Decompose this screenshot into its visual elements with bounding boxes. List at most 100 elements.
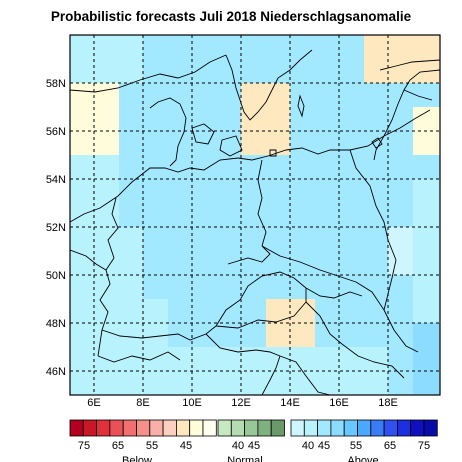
grid-cell [290, 155, 316, 180]
grid-cell [70, 35, 95, 60]
grid-cell [94, 299, 120, 324]
colorbar-swatch [202, 419, 217, 437]
grid-cell [241, 59, 267, 84]
grid-cell [266, 275, 291, 300]
grid-cell [315, 131, 340, 156]
grid-cell [241, 179, 267, 204]
grid-cell [266, 299, 291, 324]
grid-cell [413, 227, 440, 252]
grid-cell [315, 203, 340, 228]
grid-cell [413, 371, 440, 395]
border-segment [305, 287, 363, 299]
coastline-segment [279, 355, 331, 395]
grid-cell [388, 323, 414, 348]
grid-cell [94, 323, 120, 348]
grid-cell [143, 251, 169, 276]
grid-cell [143, 155, 169, 180]
grid-cell [339, 131, 365, 156]
grid-cell [143, 131, 169, 156]
grid-cell [168, 179, 193, 204]
coastline-segment [191, 123, 215, 145]
colorbar-swatch [109, 419, 124, 437]
grid-cell [119, 131, 144, 156]
grid-cell [364, 35, 389, 60]
colorbar-tick-below: 75 [78, 440, 90, 452]
border-segment [261, 245, 357, 283]
grid-cell [241, 35, 267, 60]
grid-cell [290, 347, 316, 372]
grid-cell [315, 275, 340, 300]
grid-cell [168, 203, 193, 228]
grid-cell [143, 35, 169, 60]
grid-cell [192, 371, 218, 395]
colorbar-swatch [217, 419, 232, 437]
grid-cell [119, 155, 144, 180]
grid-cell [70, 299, 95, 324]
colorbar-swatch [96, 419, 111, 437]
longitude-label: 14E [280, 397, 300, 409]
grid-cell [339, 107, 365, 132]
grid-cell [143, 59, 169, 84]
colorbar-swatch [230, 419, 246, 437]
grid-cell [168, 347, 193, 372]
grid-cell [217, 347, 242, 372]
grid-cell [168, 83, 193, 108]
grid-cell [143, 203, 169, 228]
border-segment [383, 259, 397, 311]
grid-cell [339, 251, 365, 276]
colorbar-swatch [423, 419, 438, 437]
grid-cell [290, 179, 316, 204]
grid-cell [315, 83, 340, 108]
grid-cell [388, 131, 414, 156]
border-segment [107, 197, 119, 259]
grid-cell [119, 299, 144, 324]
grid-cell [168, 107, 193, 132]
grid-cell [94, 35, 120, 60]
grid-cell [413, 107, 440, 132]
colorbar-tick-below: 65 [112, 440, 124, 452]
grid-cell [339, 83, 365, 108]
colorbar-swatch [244, 419, 259, 437]
longitude-label: 6E [87, 397, 100, 409]
grid-cell [217, 179, 242, 204]
longitude-label: 8E [136, 397, 149, 409]
colorbar-swatch [69, 419, 84, 437]
colorbar-swatch [410, 419, 425, 437]
grid-cell [119, 227, 144, 252]
coastline-segment [297, 94, 305, 118]
grid-cell [119, 371, 144, 395]
border-segment [215, 271, 307, 327]
grid-cell [315, 299, 340, 324]
map-title: Probabilistic forecasts Juli 2018 Nieder… [50, 9, 412, 24]
colorbar-swatch [290, 419, 305, 437]
grid-cell [315, 347, 340, 372]
latitude-label: 46N [46, 366, 66, 378]
colorbar-swatch [162, 419, 177, 437]
border-segment [373, 135, 385, 161]
grid-cell [217, 203, 242, 228]
grid-cell [241, 275, 267, 300]
grid-cell [315, 59, 340, 84]
border-segment [305, 301, 343, 345]
map-frame [69, 34, 441, 396]
grid-cell [339, 203, 365, 228]
grid-cell [315, 371, 340, 395]
colorbar-tick-below: 55 [146, 440, 158, 452]
grid-cell [364, 227, 389, 252]
grid-cell [339, 35, 365, 60]
grid-cell [168, 227, 193, 252]
grid-cell [339, 155, 365, 180]
grid-cell [119, 203, 144, 228]
colorbar-tick-above: 65 [384, 440, 396, 452]
border-segment [205, 333, 281, 357]
grid-cell [94, 131, 120, 156]
coastline-segment [149, 97, 187, 167]
border-segment [70, 249, 115, 271]
grid-cell [266, 227, 291, 252]
grid-cell [143, 371, 169, 395]
border-segment [383, 109, 431, 137]
grid-cell [388, 299, 414, 324]
grid-cell [192, 227, 218, 252]
grid-cell [192, 203, 218, 228]
grid-cell [241, 107, 267, 132]
